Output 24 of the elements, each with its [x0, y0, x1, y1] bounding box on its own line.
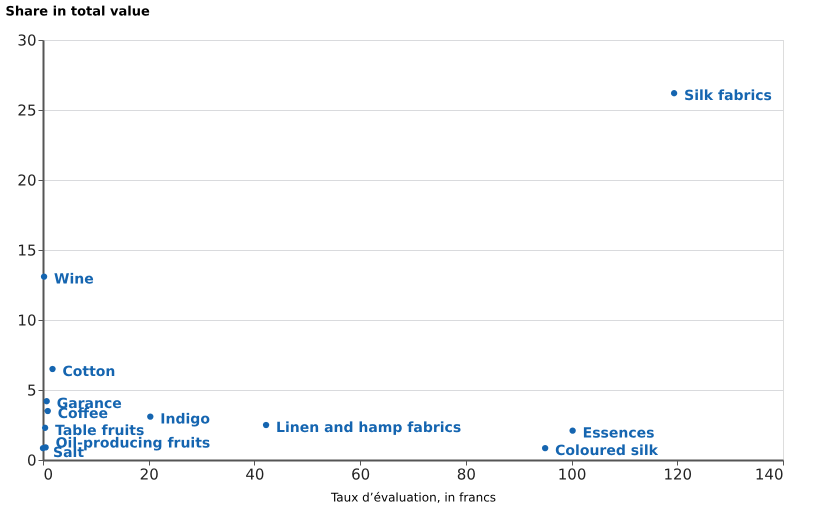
x-axis-title: Taux d’évaluation, in francs	[330, 490, 496, 504]
y-axis-title: Share in total value	[6, 4, 150, 20]
y-tick-label: 20	[17, 172, 36, 190]
x-tick-label: 100	[558, 466, 586, 484]
x-tick-label: 20	[140, 466, 159, 484]
annotation: Coloured silk	[555, 443, 659, 460]
annotation: Wine	[54, 272, 94, 288]
annotation: Cotton	[62, 364, 116, 380]
x-tick-label: 40	[245, 466, 264, 484]
x-tick-label: 120	[663, 466, 692, 484]
y-tick-label: 30	[17, 32, 36, 50]
x-tick-label: 80	[456, 466, 476, 484]
annotation: Linen and hamp fabrics	[276, 420, 462, 436]
x-tick-label: 0	[44, 466, 54, 484]
y-tick-label: 10	[17, 312, 36, 330]
y-tick-label: 15	[17, 242, 36, 260]
y-tick-label: 5	[26, 382, 36, 400]
y-tick-label: 25	[17, 102, 36, 120]
annotation: Silk fabrics	[684, 88, 772, 104]
annotation: Indigo	[160, 412, 210, 428]
y-tick-label: 0	[26, 452, 36, 470]
annotation: Essences	[582, 426, 654, 442]
x-tick-label: 140	[754, 466, 784, 484]
x-tick-label: 60	[351, 466, 370, 484]
